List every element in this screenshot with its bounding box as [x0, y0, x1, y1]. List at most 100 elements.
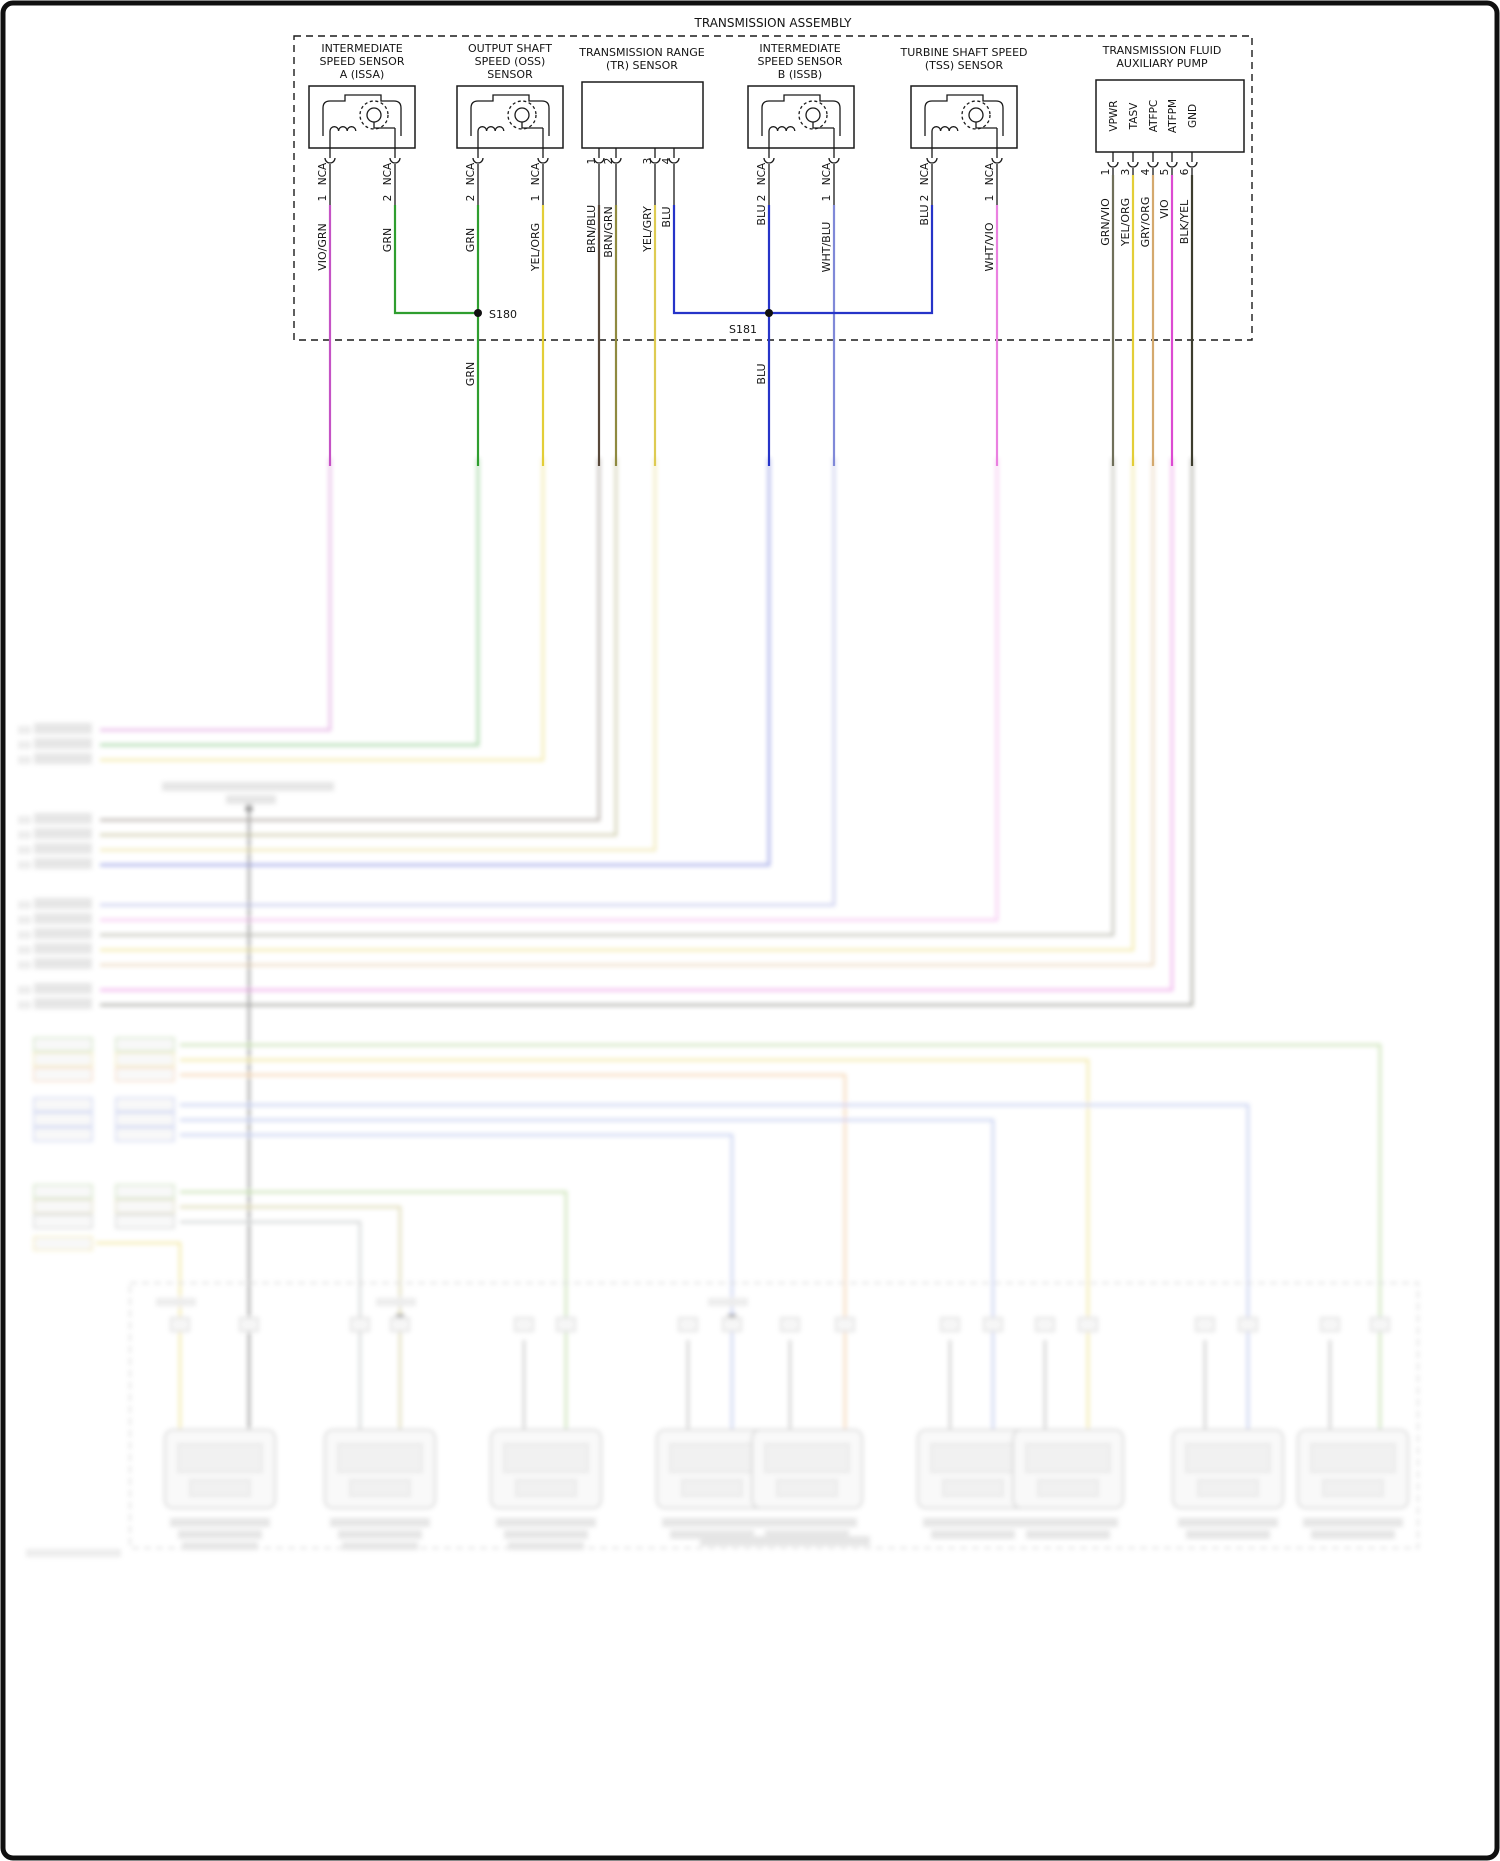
trunk-grn-label: GRN	[464, 362, 477, 386]
speed-sensor-symbol	[761, 94, 841, 149]
pump-wire2-label: YEL/ORG	[1119, 198, 1132, 247]
tss-box	[910, 85, 1018, 149]
tr-pin4-number: 4	[661, 157, 673, 164]
assembly-dashed-boundary	[293, 35, 1253, 341]
issb-box	[747, 85, 855, 149]
tss-pin2-nca: NCA	[984, 162, 996, 185]
oss-title-line1: OUTPUT SHAFT	[468, 42, 552, 55]
tr-pin-stubs	[593, 148, 680, 205]
wire-run-grn	[100, 458, 480, 747]
oss-title-line3: SENSOR	[487, 68, 533, 81]
tss-wire1-label: BLU	[918, 204, 931, 225]
issa-box	[308, 85, 416, 149]
oss-pin1-nca: NCA	[465, 162, 477, 185]
transmission-assembly-section: TRANSMISSION ASSEMBLY INTERMEDIATE SPEED…	[293, 16, 1253, 466]
tr-pin2-number: 2	[603, 158, 615, 165]
issb-pin2-number: 1	[821, 195, 833, 202]
blurred-wire-runs	[100, 458, 1194, 1007]
issb-wire1-label: BLU	[755, 204, 768, 225]
wire-run-wht-vio	[100, 458, 999, 922]
tss-wire2-label: WHT/VIO	[983, 222, 996, 271]
wire-run-pump-yel-org	[100, 458, 1135, 952]
tr-pin3-number: 3	[642, 158, 654, 165]
speed-sensor-symbol	[924, 94, 1004, 149]
pump-terminal-atfpm: ATFPM	[1167, 99, 1179, 133]
oss-pin1-number: 2	[465, 195, 477, 202]
component-issb: INTERMEDIATE SPEED SENSOR B (ISSB) NCA 2…	[747, 42, 855, 273]
pump-terminal-tasv: TASV	[1128, 102, 1140, 130]
splices: S180 S181	[474, 308, 773, 336]
issa-title-line3: A (ISSA)	[340, 68, 385, 81]
oss-wire2-label: YEL/ORG	[529, 223, 542, 272]
issa-pin-stubs	[324, 148, 401, 205]
oss-pin2-number: 1	[530, 195, 542, 202]
tr-box	[581, 81, 704, 149]
pump-wire5-label: BLK/YEL	[1178, 199, 1191, 244]
pump-terminal-gnd: GND	[1187, 104, 1199, 128]
sensor-wires	[328, 175, 1194, 466]
issb-pin2-nca: NCA	[821, 162, 833, 185]
component-tr-sensor: TRANSMISSION RANGE (TR) SENSOR 1 2 3 4 B…	[578, 46, 704, 258]
oss-pin2-nca: NCA	[530, 162, 542, 185]
tss-pin2-number: 1	[984, 195, 996, 202]
issa-title-line1: INTERMEDIATE	[321, 42, 402, 55]
splice-s180-dot	[474, 309, 482, 317]
oss-box	[456, 85, 564, 149]
issb-title-line1: INTERMEDIATE	[759, 42, 840, 55]
issa-pin1-nca: NCA	[317, 162, 329, 185]
issb-title-line3: B (ISSB)	[778, 68, 822, 81]
tss-title-line2: (TSS) SENSOR	[925, 59, 1004, 72]
wire-run-brn-blu	[100, 458, 601, 822]
issa-pin2-nca: NCA	[382, 162, 394, 185]
issa-pin2-number: 2	[382, 195, 394, 202]
blurred-left-pin-labels	[18, 723, 92, 1009]
speed-sensor-symbol	[322, 94, 402, 149]
tss-title-line1: TURBINE SHAFT SPEED	[900, 46, 1028, 59]
wire-run-blu	[100, 458, 771, 867]
wire-run-grn-vio	[100, 458, 1115, 937]
pump-title-line2: AUXILIARY PUMP	[1116, 57, 1208, 70]
tr-wire3-label: YEL/GRY	[641, 206, 654, 253]
tr-wire2-label: BRN/GRN	[602, 206, 615, 258]
pump-wire1-label: GRN/VIO	[1099, 198, 1112, 246]
pump-pin-stubs	[1107, 152, 1198, 175]
splice-s181-label: S181	[729, 323, 757, 336]
tr-wire4-label: BLU	[660, 206, 673, 227]
blurred-harness-rows	[33, 1037, 1382, 1430]
component-issa: INTERMEDIATE SPEED SENSOR A (ISSA) NCA 1…	[308, 42, 416, 271]
wire-grn-issa-to-s180	[393, 205, 478, 315]
component-oss: OUTPUT SHAFT SPEED (OSS) SENSOR NCA 2 NC…	[456, 42, 564, 272]
wire-run-gry-org	[100, 458, 1155, 967]
tss-pin1-number: 2	[919, 195, 931, 202]
issb-pin-stubs	[763, 148, 840, 205]
wire-run-yel-gry	[100, 458, 657, 852]
pump-pin6-number: 6	[1179, 168, 1191, 175]
pump-terminal-atfpc: ATFPC	[1148, 100, 1160, 132]
pump-pin4-number: 4	[1140, 168, 1152, 175]
trunk-blu-label: BLU	[755, 363, 768, 384]
pump-pin1-number: 1	[1100, 169, 1112, 176]
tss-pin-stubs	[926, 148, 1003, 205]
tr-wire1-label: BRN/BLU	[585, 205, 598, 253]
tr-title-line2: (TR) SENSOR	[606, 59, 678, 72]
component-aux-pump: TRANSMISSION FLUID AUXILIARY PUMP VPWR T…	[1095, 44, 1245, 247]
blurred-bottom-connectors	[26, 1282, 1419, 1557]
component-tss: TURBINE SHAFT SPEED (TSS) SENSOR NCA 2 N…	[900, 46, 1028, 272]
wire-blu-tr-to-s181	[672, 205, 769, 315]
issb-title-line2: SPEED SENSOR	[758, 55, 843, 68]
speed-sensor-symbol	[470, 94, 550, 149]
pump-pin3-number: 3	[1120, 169, 1132, 176]
tr-title-line1: TRANSMISSION RANGE	[578, 46, 704, 59]
issa-title-line2: SPEED SENSOR	[320, 55, 405, 68]
pump-pin5-number: 5	[1159, 169, 1171, 176]
blurred-lower-harness-region	[18, 458, 1419, 1557]
issa-wire1-label: VIO/GRN	[316, 223, 329, 271]
assembly-title: TRANSMISSION ASSEMBLY	[694, 16, 853, 30]
issb-wire2-label: WHT/BLU	[820, 222, 833, 273]
wire-run-vio-grn	[100, 458, 332, 732]
splice-s181-dot	[765, 309, 773, 317]
issa-wire2-label: GRN	[381, 228, 394, 252]
tr-pin1-number: 1	[586, 158, 598, 165]
